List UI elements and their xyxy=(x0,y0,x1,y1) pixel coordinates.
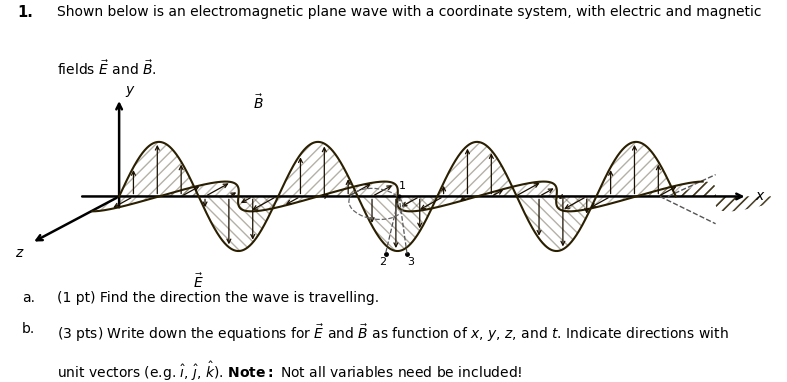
Text: b.: b. xyxy=(22,322,35,337)
Text: (3 pts) Write down the equations for $\vec{E}$ and $\vec{B}$ as function of $x$,: (3 pts) Write down the equations for $\v… xyxy=(57,322,728,344)
Text: y: y xyxy=(125,83,134,97)
Text: z: z xyxy=(15,246,22,260)
Text: 2: 2 xyxy=(379,257,386,267)
Text: unit vectors (e.g. $\hat{\imath}$, $\hat{\jmath}$, $\hat{k}$). $\mathbf{Note:}$ : unit vectors (e.g. $\hat{\imath}$, $\hat… xyxy=(57,360,523,382)
Text: x: x xyxy=(756,189,763,204)
Text: 3: 3 xyxy=(407,257,414,267)
Text: fields $\vec{E}$ and $\vec{B}$.: fields $\vec{E}$ and $\vec{B}$. xyxy=(57,60,157,78)
Text: $\vec{E}$: $\vec{E}$ xyxy=(194,273,204,291)
Text: (1 pt) Find the direction the wave is travelling.: (1 pt) Find the direction the wave is tr… xyxy=(57,291,379,304)
Text: a.: a. xyxy=(22,291,35,304)
Text: Shown below is an electromagnetic plane wave with a coordinate system, with elec: Shown below is an electromagnetic plane … xyxy=(57,5,761,19)
Text: 1: 1 xyxy=(399,181,406,191)
Text: $\vec{B}$: $\vec{B}$ xyxy=(253,93,264,112)
Text: 1.: 1. xyxy=(17,5,33,20)
